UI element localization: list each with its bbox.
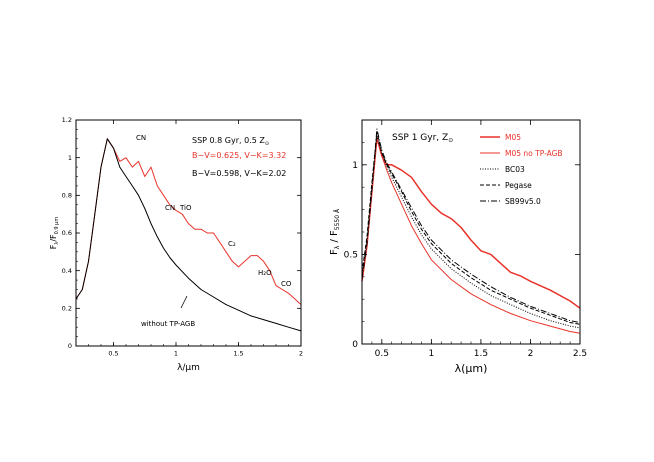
left-annotation-arrow [180, 295, 188, 309]
right-chart-title-sub: ⊙ [448, 137, 453, 144]
left-feature-label: CN [136, 134, 146, 142]
r-series-line-3 [361, 132, 581, 325]
right-ticks-group [361, 119, 581, 345]
left-feature-label: C₂ [228, 240, 236, 248]
l-x-tick-label: 2 [299, 350, 303, 358]
left-ticks-group [75, 119, 302, 347]
left-y-axis-label-main: F [49, 244, 58, 249]
l-x-tick-label: 0.5 [108, 350, 118, 358]
right-y-axis-label-sep: / F [329, 230, 340, 246]
r-y-tick-label: 1 [352, 161, 358, 171]
right-series-group [361, 128, 581, 334]
right-x-axis-label: λ(μm) [455, 362, 488, 375]
right-legend-label: M05 no TP-AGB [505, 149, 563, 158]
l-series-line-1 [75, 138, 302, 332]
left-y-axis-label: Fλ/F0.9 μm [49, 217, 60, 250]
left-y-tick-labels: 0 0.2 0.4 0.6 0.8 1 1.2 [62, 116, 72, 350]
left-chart: 0.5 1 1.5 2 0 0.2 0.4 0.6 0.8 1 1.2 λ/μm Fλ/F0.9 … [49, 116, 303, 373]
right-legend-label: SB99v5.0 [505, 197, 541, 206]
right-chart-title: SSP 1 Gyr, Z⊙ [392, 133, 453, 144]
r-y-tick-label: 0 [352, 340, 358, 350]
right-y-axis-label-sub2: 5550 Å [334, 208, 341, 230]
r-x-tick-label: 2.5 [573, 349, 587, 359]
l-y-tick-label: 0.4 [62, 267, 72, 275]
left-y-axis-label-sub: λ [54, 242, 60, 245]
left-black-color-indices: B−V=0.598, V−K=2.02 [192, 169, 286, 178]
r-x-tick-label: 1 [428, 349, 434, 359]
left-feature-label: TiO [179, 204, 192, 212]
l-y-tick-label: 1.2 [62, 116, 72, 124]
right-y-axis-label-sub: λ [334, 245, 341, 249]
right-legend-label: M05 [505, 133, 521, 142]
left-chart-title-text: SSP 0.8 Gyr, 0.5 Z [192, 136, 265, 145]
right-x-tick-labels: 0.5 1 1.5 2 2.5 [375, 349, 588, 359]
left-feature-label: H₂O [258, 269, 272, 277]
left-chart-title-sub: ⊙ [265, 141, 269, 147]
l-y-tick-label: 0.2 [62, 305, 72, 313]
r-series-line-2 [361, 135, 581, 329]
l-series-line-0 [75, 138, 302, 305]
l-y-tick-label: 1 [68, 154, 72, 162]
left-y-axis-label-sub2: 0.9 μm [54, 217, 60, 235]
right-legend-label: BC03 [505, 165, 525, 174]
l-y-tick-label: 0.6 [62, 229, 72, 237]
r-x-tick-label: 1.5 [474, 349, 488, 359]
left-series-group [75, 138, 302, 332]
l-x-tick-label: 1.5 [233, 350, 243, 358]
right-chart: 0.5 1 1.5 2 2.5 00.51 λ(μm) Fλ / F5550 Å SSP… [329, 119, 588, 375]
left-x-axis-label: λ/μm [177, 363, 200, 373]
left-red-color-indices: B−V=0.625, V−K=3.32 [192, 151, 286, 160]
right-legend: M05 M05 no TP-AGB BC03 Pegase SB99v5.0 [480, 133, 563, 206]
right-y-axis-label-main: F [329, 249, 340, 255]
r-series-line-0 [361, 137, 581, 309]
left-feature-label: CO [281, 280, 292, 288]
r-series-line-4 [361, 128, 581, 323]
r-series-line-1 [361, 137, 581, 334]
left-feature-labels: CN CN TiO C₂ H₂O CO [136, 134, 292, 288]
right-legend-label: Pegase [505, 181, 532, 190]
right-chart-title-text: SSP 1 Gyr, Z [392, 133, 448, 143]
l-y-tick-label: 0 [68, 342, 72, 350]
r-y-tick-label: 0.5 [344, 250, 358, 260]
left-feature-label: CN [165, 204, 175, 212]
left-x-tick-labels: 0.5 1 1.5 2 [108, 350, 303, 358]
l-x-tick-label: 1 [174, 350, 178, 358]
left-curve-annotation: without TP-AGB [141, 320, 195, 328]
left-chart-title: SSP 0.8 Gyr, 0.5 Z⊙ [192, 136, 269, 147]
l-y-tick-label: 0.8 [62, 192, 72, 200]
left-y-axis-label-sep: /F [49, 234, 58, 242]
r-x-tick-label: 2 [528, 349, 534, 359]
right-y-axis-label: Fλ / F5550 Å [329, 208, 341, 255]
r-x-tick-label: 0.5 [375, 349, 389, 359]
right-y-tick-labels: 00.51 [344, 161, 359, 350]
